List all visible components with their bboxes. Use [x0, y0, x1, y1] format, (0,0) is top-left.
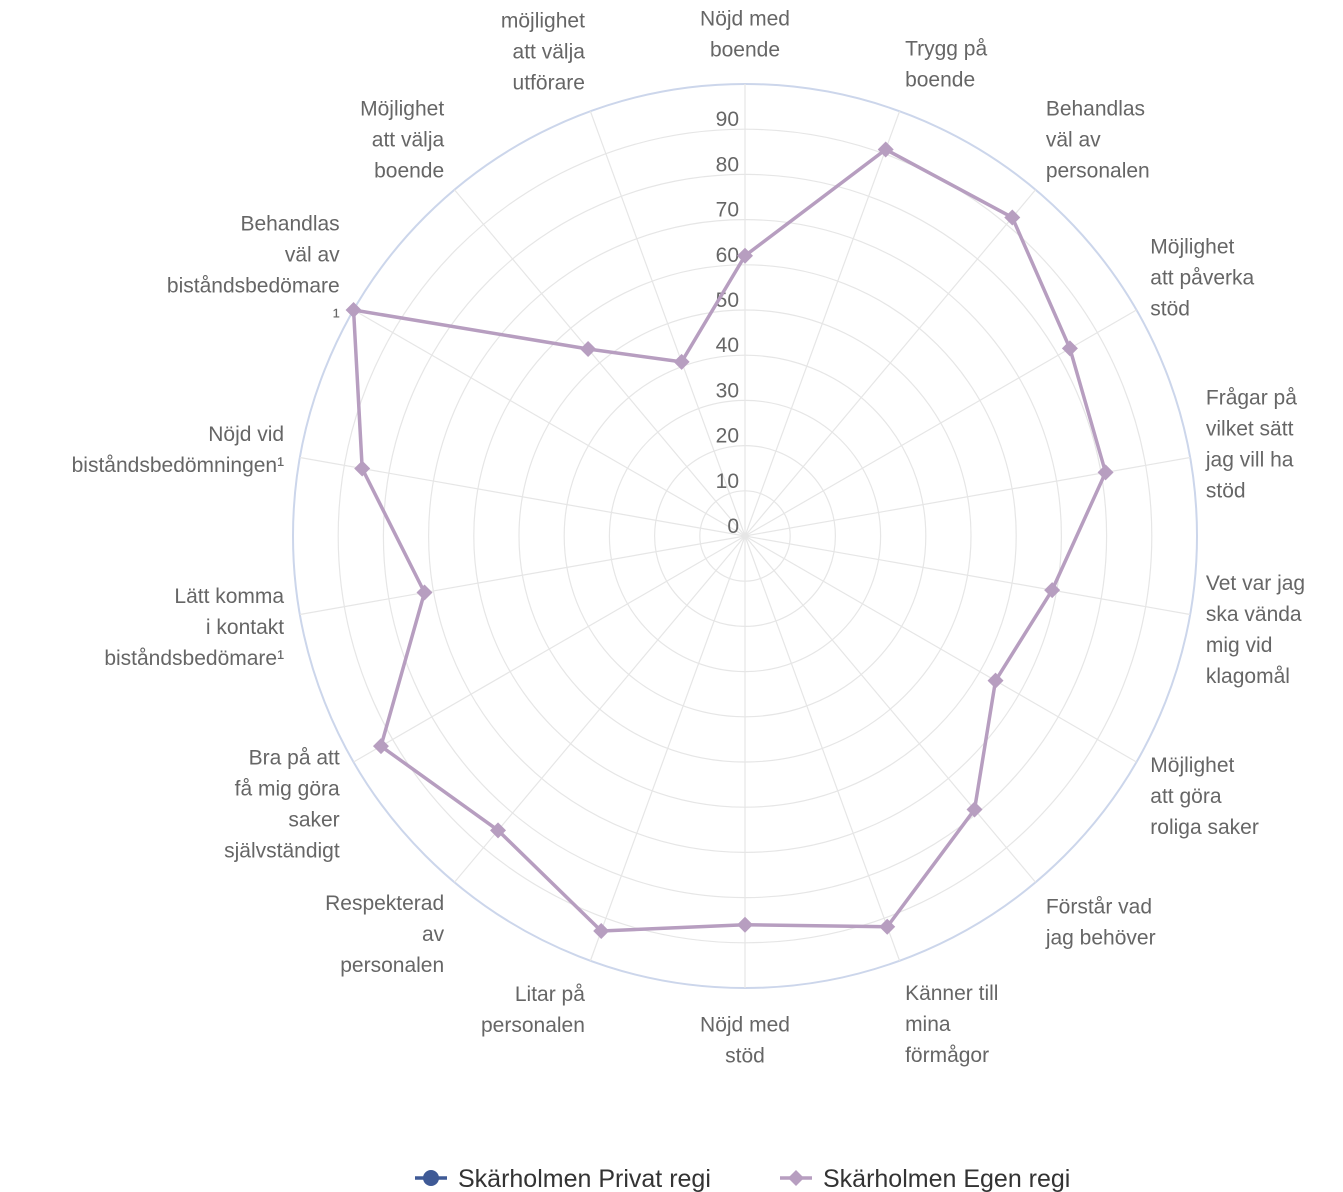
spoke — [454, 189, 746, 537]
category-label: Förstår vad jag behöver — [1045, 896, 1156, 950]
spoke — [353, 535, 746, 763]
spoke — [744, 189, 1036, 537]
y-tick-label: 10 — [716, 470, 739, 493]
category-label: Behandlas väl av biståndsbedömare ¹ — [167, 212, 340, 328]
spoke — [353, 309, 746, 537]
data-point — [987, 672, 1004, 689]
y-tick-label: 70 — [716, 199, 739, 222]
category-label: Respekterad av personalen — [325, 892, 445, 977]
category-label: Frågar på vilket sätt jag vill ha stöd — [1205, 387, 1297, 503]
y-tick-label: 0 — [727, 515, 739, 538]
spoke — [744, 535, 1036, 883]
category-label: Bra på att få mig göra saker självständigt — [224, 746, 340, 862]
y-tick-label: 90 — [716, 108, 739, 131]
spoke — [744, 111, 901, 537]
category-label: Möjlighet att välja boende — [360, 98, 444, 183]
data-point — [416, 584, 433, 601]
category-label: Nöjd vid biståndsbedömningen¹ — [72, 423, 284, 477]
data-point — [593, 923, 610, 940]
legend-marker — [788, 1170, 804, 1186]
spoke — [744, 535, 901, 961]
data-point — [1061, 340, 1078, 357]
data-point — [1004, 209, 1021, 226]
y-tick-label: 30 — [716, 379, 739, 402]
spoke — [589, 111, 746, 537]
category-label: Känner till mina förmågor — [905, 982, 998, 1067]
data-point — [1097, 464, 1114, 481]
data-point — [879, 918, 896, 935]
y-tick-label: 60 — [716, 244, 739, 267]
spoke — [299, 535, 746, 616]
category-label: Möjlighet att göra roliga saker — [1150, 754, 1259, 839]
category-label: Litar på personalen — [481, 983, 585, 1037]
spoke — [744, 535, 1137, 763]
category-label: Nöjd med stöd — [700, 1013, 790, 1067]
category-label: Möjlighet att påverka stöd — [1150, 236, 1254, 321]
data-point — [345, 302, 362, 318]
category-label: Trygg på boende — [905, 38, 987, 92]
data-point — [372, 738, 389, 755]
data-point — [737, 247, 753, 264]
data-point — [490, 822, 507, 839]
y-tick-label: 80 — [716, 153, 739, 176]
y-tick-label: 20 — [716, 425, 739, 448]
data-point — [877, 141, 894, 158]
data-point — [1044, 582, 1061, 599]
spoke — [744, 456, 1191, 537]
data-point — [673, 353, 690, 370]
data-point — [354, 460, 371, 477]
data-point — [737, 916, 753, 933]
category-label: Nöjd med boende — [700, 7, 790, 61]
legend-marker — [423, 1170, 439, 1186]
legend-label: Skärholmen Egen regi — [823, 1165, 1070, 1192]
spoke — [299, 456, 746, 537]
spoke — [744, 309, 1137, 537]
spoke — [454, 535, 746, 883]
data-point — [966, 801, 983, 818]
category-label: Behandlas väl av personalen — [1046, 98, 1150, 183]
legend-label: Skärholmen Privat regi — [458, 1165, 711, 1192]
spoke — [744, 535, 1191, 616]
y-tick-label: 40 — [716, 334, 739, 357]
data-point — [580, 341, 597, 358]
category-label: Vet var jag ska vända mig vid klagomål — [1206, 572, 1305, 688]
category-label: Lätt komma i kontakt biståndsbedömare¹ — [104, 585, 284, 670]
spoke — [589, 535, 746, 961]
